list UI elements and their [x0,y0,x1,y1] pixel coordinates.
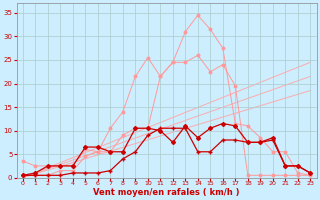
X-axis label: Vent moyen/en rafales ( km/h ): Vent moyen/en rafales ( km/h ) [93,188,240,197]
